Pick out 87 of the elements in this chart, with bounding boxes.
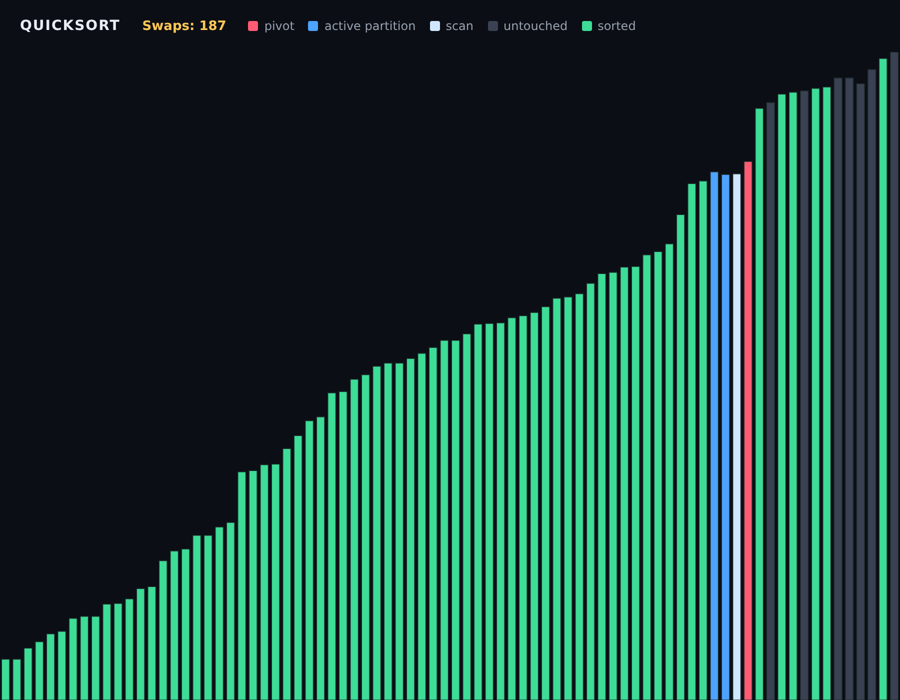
bar: [304, 420, 314, 700]
bar: [530, 312, 539, 700]
bar: [834, 78, 842, 700]
chart-title: QUICKSORT: [20, 18, 120, 34]
legend-label: scan: [446, 19, 474, 33]
legend-label: untouched: [504, 19, 568, 33]
bar: [732, 173, 742, 700]
bar: [91, 616, 100, 700]
bar: [260, 464, 269, 700]
bar: [1, 658, 10, 700]
bar: [631, 266, 640, 700]
bar: [654, 251, 662, 700]
bar: [248, 470, 258, 700]
bar: [214, 526, 224, 700]
bar: [754, 108, 764, 700]
bar: [788, 92, 798, 700]
chart-subtitle: Swaps: 187: [142, 18, 226, 34]
bar: [24, 648, 32, 700]
bar: [350, 378, 359, 700]
bar: [710, 171, 719, 700]
bar: [462, 333, 472, 700]
legend-label: pivot: [264, 19, 294, 33]
bar: [147, 586, 156, 700]
bar: [496, 322, 505, 700]
bar: [800, 90, 809, 700]
bar: [170, 550, 179, 700]
bar: [811, 88, 820, 700]
bar: [878, 58, 888, 700]
bar: [384, 362, 392, 700]
bar: [57, 630, 66, 700]
bar: [394, 362, 404, 700]
legend-label: sorted: [598, 19, 636, 33]
bar: [204, 535, 212, 700]
bar: [271, 464, 280, 700]
bar: [451, 340, 460, 700]
bar: [698, 180, 708, 700]
bar: [12, 658, 22, 700]
bar: [417, 352, 426, 700]
bar: [136, 588, 145, 700]
bar: [822, 86, 832, 700]
bar: [552, 298, 562, 700]
bar: [338, 391, 348, 700]
bar: [68, 618, 78, 700]
bar: [564, 296, 572, 700]
bar: [484, 323, 494, 700]
bar: [856, 83, 865, 700]
bar: [844, 78, 854, 700]
bar: [664, 243, 674, 700]
bar: [124, 598, 134, 700]
bar: [586, 282, 595, 700]
legend-label: active partition: [324, 19, 416, 33]
bar: [428, 347, 438, 700]
bar: [744, 161, 752, 700]
bar: [34, 641, 44, 700]
bar: [181, 548, 190, 700]
bar: [361, 374, 370, 700]
bar: [46, 634, 55, 700]
bar: [440, 340, 449, 700]
bar: [574, 293, 584, 700]
bar: [114, 603, 122, 700]
bar: [608, 272, 618, 700]
bar: [327, 392, 336, 700]
bar: [192, 535, 202, 700]
bar: [237, 472, 246, 700]
bar: [620, 266, 629, 700]
bar: [158, 560, 168, 700]
bar: [890, 52, 899, 700]
bar: [687, 183, 696, 700]
bar: [676, 214, 685, 700]
bar: [102, 604, 112, 700]
bar: [406, 358, 415, 700]
bar: [507, 317, 516, 700]
bar: [721, 174, 730, 700]
bar: [777, 94, 786, 700]
bar: [642, 254, 652, 700]
bar: [226, 522, 235, 700]
bar: [316, 416, 325, 700]
bar: [518, 315, 528, 700]
bar: [282, 448, 292, 700]
bar: [474, 324, 482, 700]
bar: [294, 435, 302, 700]
bar: [541, 306, 550, 700]
bar: [80, 616, 89, 700]
bar: [597, 273, 606, 700]
bar: [372, 366, 382, 700]
bar: [766, 102, 775, 700]
bar: [867, 69, 876, 700]
